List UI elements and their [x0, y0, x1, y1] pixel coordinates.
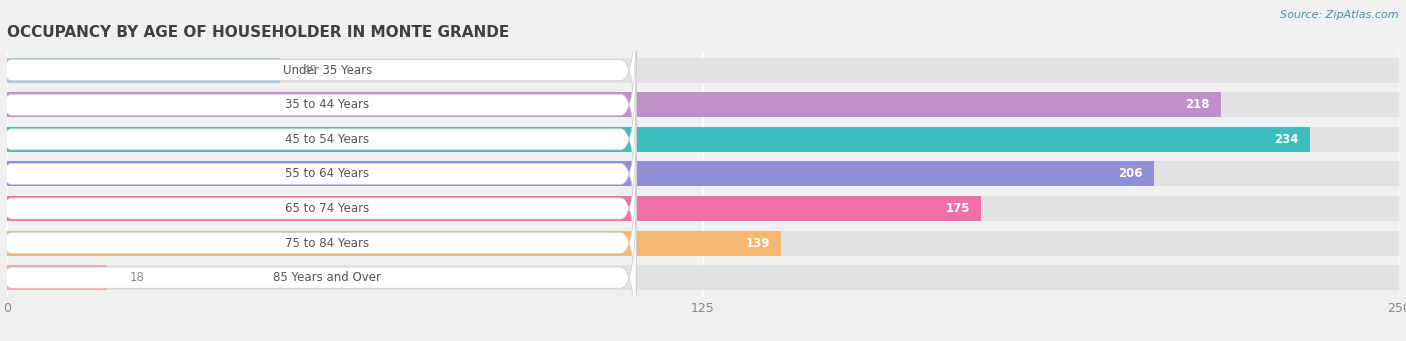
FancyBboxPatch shape	[0, 53, 636, 226]
Text: 206: 206	[1118, 167, 1143, 180]
Text: 35 to 44 Years: 35 to 44 Years	[285, 98, 370, 111]
FancyBboxPatch shape	[0, 0, 636, 157]
Bar	[7, 161, 1399, 187]
Bar	[7, 231, 780, 255]
Text: Source: ZipAtlas.com: Source: ZipAtlas.com	[1281, 10, 1399, 20]
Text: 45 to 54 Years: 45 to 54 Years	[285, 133, 370, 146]
Text: 175: 175	[946, 202, 970, 215]
Text: 218: 218	[1185, 98, 1209, 111]
Bar	[7, 265, 107, 290]
Text: 85 Years and Over: 85 Years and Over	[273, 271, 381, 284]
Text: 139: 139	[745, 237, 770, 250]
Bar	[7, 58, 280, 83]
Bar	[7, 231, 1399, 255]
Bar	[7, 92, 1220, 117]
Text: 234: 234	[1274, 133, 1299, 146]
FancyBboxPatch shape	[0, 191, 636, 341]
Bar	[7, 161, 1154, 187]
Bar	[7, 265, 1399, 290]
Bar	[7, 196, 981, 221]
Text: 65 to 74 Years: 65 to 74 Years	[285, 202, 370, 215]
FancyBboxPatch shape	[0, 122, 636, 295]
Text: OCCUPANCY BY AGE OF HOUSEHOLDER IN MONTE GRANDE: OCCUPANCY BY AGE OF HOUSEHOLDER IN MONTE…	[7, 25, 509, 40]
Bar	[7, 127, 1310, 152]
Text: Under 35 Years: Under 35 Years	[283, 64, 371, 77]
Bar	[7, 127, 1399, 152]
FancyBboxPatch shape	[0, 88, 636, 260]
FancyBboxPatch shape	[0, 157, 636, 329]
Bar	[7, 92, 1399, 117]
Text: 18: 18	[129, 271, 145, 284]
Bar	[7, 196, 1399, 221]
Bar	[7, 58, 1399, 83]
Text: 49: 49	[302, 64, 318, 77]
FancyBboxPatch shape	[0, 18, 636, 191]
Text: 55 to 64 Years: 55 to 64 Years	[285, 167, 370, 180]
Text: 75 to 84 Years: 75 to 84 Years	[285, 237, 370, 250]
